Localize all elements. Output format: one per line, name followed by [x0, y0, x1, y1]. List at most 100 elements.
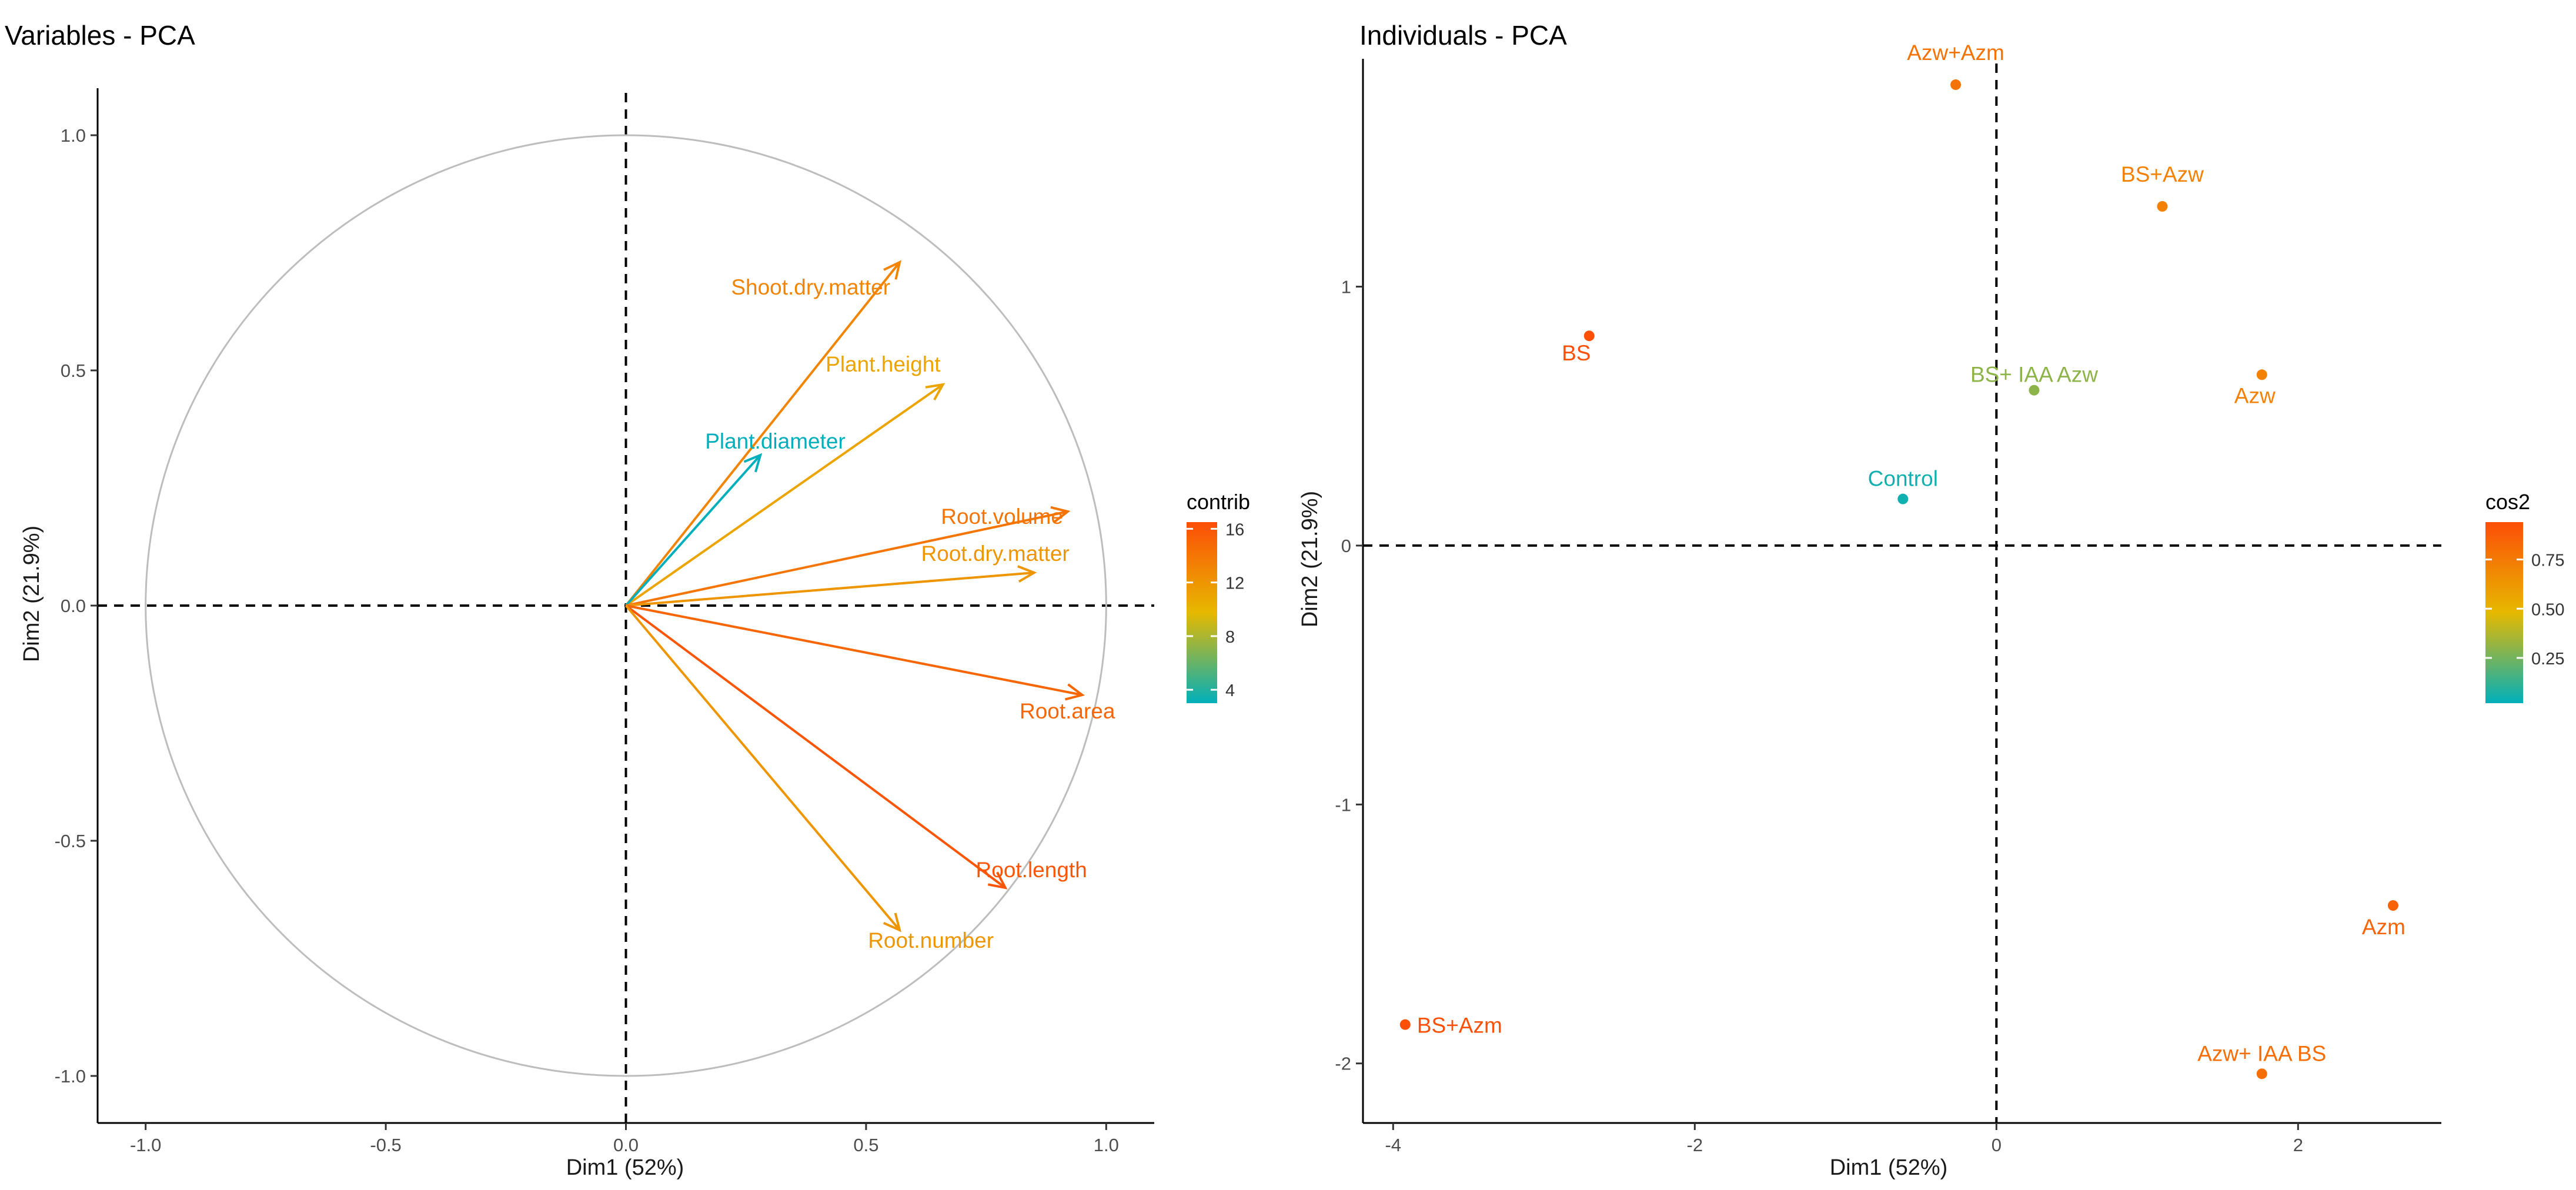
point-azw-iaa-bs: Azw+ IAA BS [2197, 1041, 2326, 1079]
individuals-x-axis-title: Dim1 (52%) [1830, 1155, 1948, 1180]
arrow-root-volume: Root.volume [626, 504, 1071, 607]
point-marker-bs-azm [1399, 1019, 1411, 1030]
arrow-plant-diameter: Plant.diameter [625, 429, 846, 607]
arrow-head-plant-height [925, 383, 945, 401]
individuals-x-tick-label: 0 [1992, 1135, 2002, 1155]
arrow-root-dry-matter: Root.dry.matter [626, 541, 1070, 607]
arrow-root-number: Root.number [624, 604, 994, 952]
label-control: Control [1868, 467, 1938, 491]
variables-y-tick-label: 0.5 [61, 360, 86, 381]
cos2-legend: cos2 0.25 0.50 0.75 [2485, 490, 2564, 703]
contrib-legend-tick-label: 8 [1225, 628, 1235, 647]
variables-y-tick-label: -1.0 [55, 1066, 86, 1087]
arrow-shaft-plant-height [625, 383, 944, 607]
label-azw: Azw [2234, 383, 2276, 407]
variables-y-tick-label: -0.5 [55, 831, 86, 851]
point-marker-control [1897, 493, 1909, 504]
label-azm: Azm [2362, 915, 2405, 939]
cos2-legend-tick-label: 0.75 [2531, 551, 2564, 570]
point-bs-azw: BS+Azw [2121, 162, 2204, 212]
label-azw-azm: Azw+Azm [1907, 41, 2004, 65]
contrib-legend-tick-label: 12 [1225, 574, 1244, 593]
cos2-legend-tick-label: 0.25 [2531, 650, 2564, 668]
point-marker-bs-iaa-azw [2029, 385, 2040, 396]
variables-x-tick-label: -1.0 [130, 1135, 161, 1155]
variables-x-tick-label: 0.5 [853, 1135, 878, 1155]
point-marker-azw-iaa-bs [2256, 1068, 2267, 1079]
point-azw-azm: Azw+Azm [1907, 41, 2004, 91]
correlation-circle [145, 134, 1107, 1077]
contrib-legend-tick-label: 4 [1225, 681, 1235, 700]
point-marker-azw [2256, 369, 2267, 380]
arrow-head-root-number [883, 912, 902, 932]
variables-y-tick-label: 0.0 [61, 596, 86, 616]
label-bs: BS [1562, 341, 1591, 365]
label-root-dry-matter: Root.dry.matter [921, 541, 1070, 566]
individuals-y-tick-label: -1 [1335, 794, 1351, 815]
arrow-plant-height: Plant.height [625, 352, 945, 607]
variables-x-axis-title: Dim1 (52%) [566, 1155, 684, 1180]
label-plant-diameter: Plant.diameter [705, 429, 846, 453]
point-control: Control [1868, 467, 1938, 504]
variables-y-tick-label: 1.0 [61, 125, 86, 146]
contrib-legend-colorbar [1187, 522, 1217, 703]
individuals-y-tick-label: 0 [1341, 536, 1351, 556]
variables-x-tick-label: 1.0 [1094, 1135, 1119, 1155]
cos2-legend-tick-label: 0.50 [2531, 600, 2564, 619]
label-root-number: Root.number [868, 928, 994, 952]
arrow-head-plant-diameter [743, 453, 763, 473]
label-bs-azm: BS+Azm [1417, 1014, 1502, 1038]
arrow-head-root-dry-matter [1017, 565, 1037, 583]
arrow-head-root-area [1064, 683, 1085, 701]
point-azw: Azw [2234, 369, 2276, 407]
arrow-head-shoot-dry-matter [883, 260, 901, 280]
contrib-legend: contrib 4 8 12 16 [1187, 490, 1250, 703]
variables-x-tick-label: -0.5 [370, 1135, 401, 1155]
arrow-shaft-root-number [624, 604, 901, 931]
individuals-y-axis-title: Dim2 (21.9%) [1298, 491, 1322, 627]
label-shoot-dry-matter: Shoot.dry.matter [731, 275, 890, 299]
point-marker-azw-azm [1950, 79, 1962, 91]
label-plant-height: Plant.height [826, 352, 941, 376]
variables-x-tick-label: 0.0 [613, 1135, 639, 1155]
individuals-pca-panel: Individuals - PCA Azw+Azm BS+Azw BS BS+ IAA… [1298, 20, 2564, 1180]
arrow-shaft-root-length [625, 604, 1006, 889]
point-marker-bs-azw [2157, 201, 2168, 212]
cos2-legend-colorbar [2485, 522, 2523, 703]
variables-pca-panel: Variables - PCA Shoot.dry.matter Plant.he… [5, 20, 1250, 1180]
arrow-shaft-root-area [626, 604, 1082, 696]
arrow-shaft-shoot-dry-matter [624, 261, 901, 607]
individuals-y-tick-label: 1 [1341, 277, 1351, 298]
point-bs-azm: BS+Azm [1399, 1014, 1502, 1038]
arrow-head-root-volume [1050, 506, 1071, 523]
arrow-shoot-dry-matter: Shoot.dry.matter [624, 260, 901, 607]
point-marker-bs [1583, 330, 1595, 342]
contrib-legend-tick-label: 16 [1225, 520, 1244, 539]
variables-pca-title: Variables - PCA [5, 20, 195, 51]
individuals-x-tick-label: -2 [1687, 1135, 1703, 1155]
label-root-length: Root.length [976, 858, 1087, 882]
label-bs-azw: BS+Azw [2121, 162, 2204, 186]
point-bs-iaa-azw: BS+ IAA Azw [1970, 363, 2098, 396]
variables-y-axis-title: Dim2 (21.9%) [19, 526, 44, 662]
label-root-volume: Root.volume [941, 504, 1063, 529]
arrow-shaft-root-volume [626, 510, 1068, 607]
label-azw-iaa-bs: Azw+ IAA BS [2197, 1041, 2326, 1065]
arrow-shaft-root-dry-matter [626, 571, 1034, 607]
individuals-x-tick-label: 2 [2293, 1135, 2303, 1155]
label-bs-iaa-azw: BS+ IAA Azw [1970, 363, 2098, 387]
individuals-y-tick-label: -2 [1335, 1054, 1351, 1074]
point-bs: BS [1562, 330, 1595, 365]
label-root-area: Root.area [1020, 699, 1115, 723]
point-azm: Azm [2362, 900, 2405, 939]
individuals-pca-title: Individuals - PCA [1359, 20, 1567, 51]
cos2-legend-title: cos2 [2485, 490, 2530, 514]
arrow-root-length: Root.length [625, 604, 1087, 890]
arrow-head-root-length [987, 871, 1008, 890]
individuals-x-tick-label: -4 [1385, 1135, 1402, 1155]
contrib-legend-title: contrib [1187, 490, 1250, 514]
arrow-root-area: Root.area [626, 604, 1115, 723]
point-marker-azm [2387, 900, 2398, 911]
arrow-shaft-plant-diameter [625, 454, 761, 607]
